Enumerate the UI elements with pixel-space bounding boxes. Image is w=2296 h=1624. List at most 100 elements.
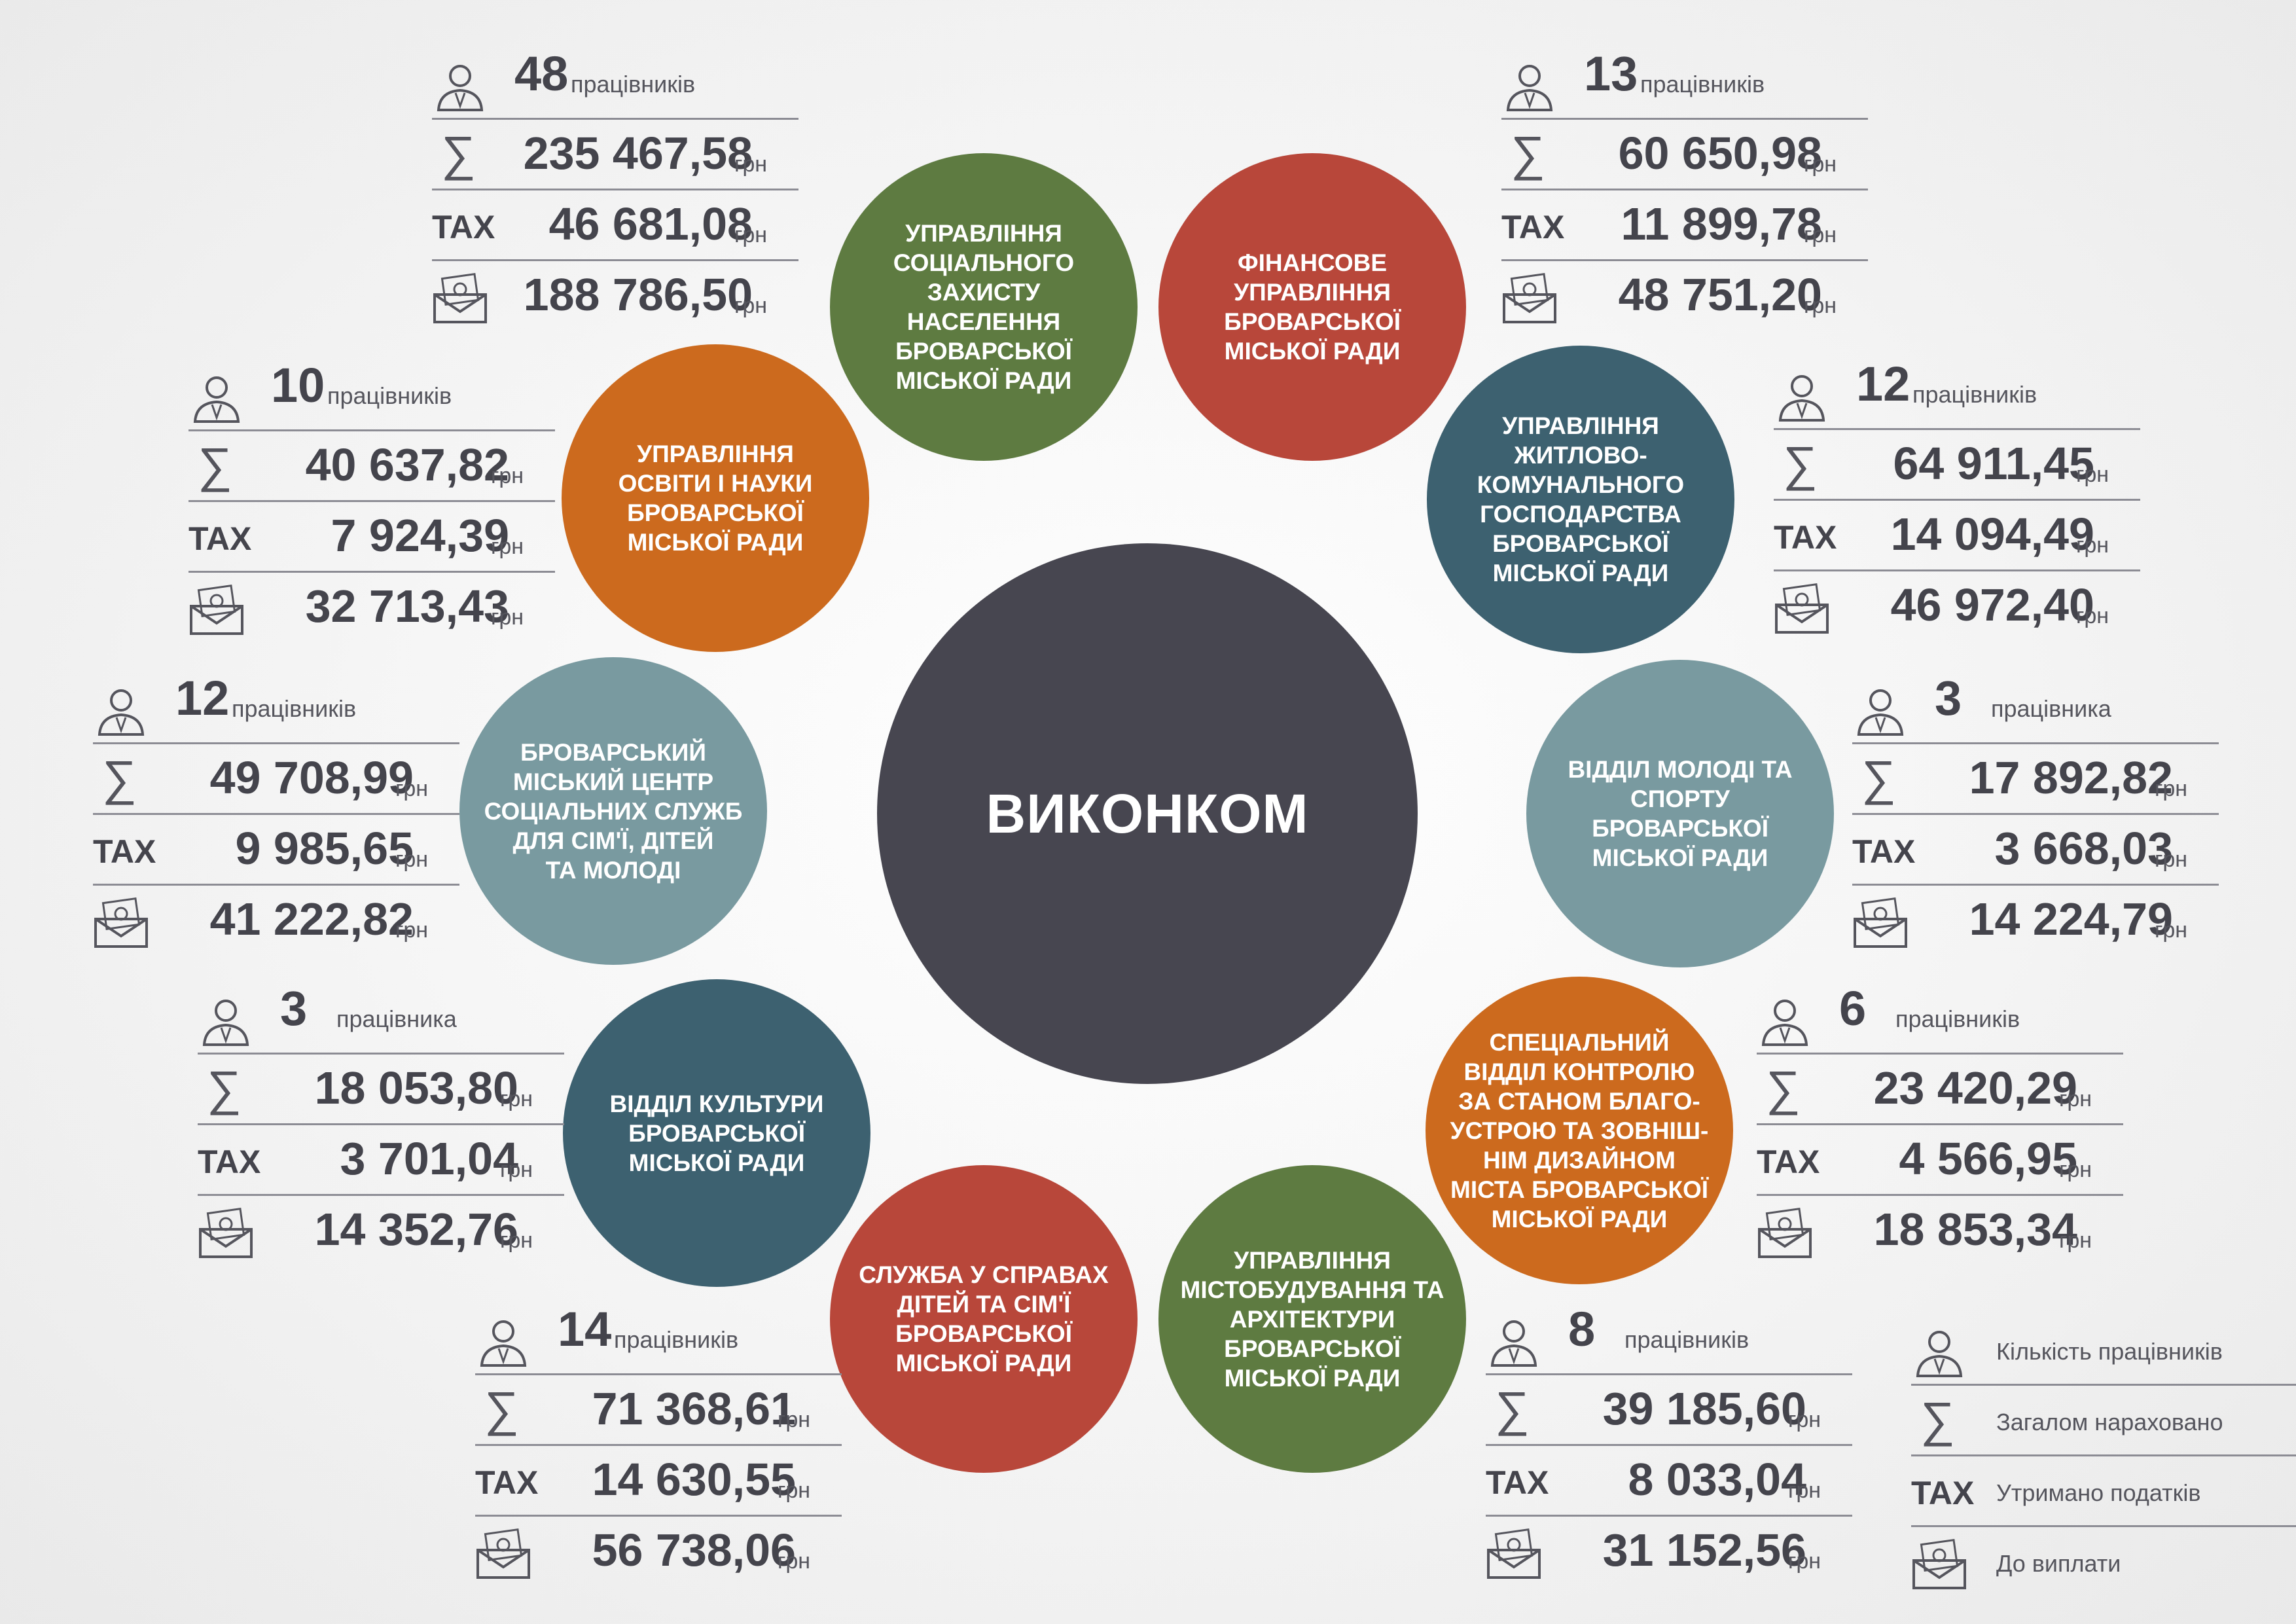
worker-count: 3 [280,981,308,1036]
tax-amount: 14 630,55 [592,1454,796,1505]
stat-row-tax: TAX 4 566,95 грн [1757,1123,2123,1196]
tax-amount: 8 033,04 [1628,1454,1806,1505]
person-icon [1852,685,1909,737]
payout-amount: 188 786,50 [523,269,753,320]
stat-row-payout: 41 222,82 грн [93,884,459,954]
envelope-money-icon [1757,1207,1813,1259]
payout-amount: 46 972,40 [1890,579,2094,630]
center-circle: ВИКОНКОМ [877,543,1418,1084]
person-icon [475,1316,531,1368]
stat-block-urban-planning: 8 працівників ∑ 39 185,60 грн TAX 8 033,04 грн 3… [1486,1302,1852,1579]
tax-amount: 3 668,03 [1994,823,2173,874]
stat-row-count: 13 працівників [1501,46,1868,120]
legend-payout-label: До виплати [1996,1550,2121,1577]
currency-unit: грн [2059,1228,2092,1253]
legend-tax-label: Утримано податків [1996,1479,2201,1506]
tax-amount: 9 985,65 [235,823,414,874]
dept-name: УПРАВЛІННЯ СОЦІАЛЬНОГО ЗАХИСТУ НАСЕЛЕННЯ… [893,220,1075,394]
dept-circle-urban-planning: УПРАВЛІННЯ МІСТОБУДУВАННЯ ТА АРХІТЕКТУРИ… [1158,1165,1466,1473]
currency-unit: грн [1804,223,1837,247]
stat-row-total: ∑ 23 420,29 грн [1757,1053,2123,1125]
stat-row-tax: TAX 9 985,65 грн [93,813,459,886]
stat-row-count: 6 працівників [1757,981,2123,1055]
envelope-money-icon [1852,897,1909,949]
stat-row-payout: 188 786,50 грн [432,259,798,330]
envelope-money-icon [1774,583,1830,635]
dept-circle-education: УПРАВЛІННЯ ОСВІТИ І НАУКИ БРОВАРСЬКОЇ МІ… [562,344,869,652]
tax-label: TAX [1911,1475,1975,1511]
total-amount: 235 467,58 [523,128,753,179]
currency-unit: грн [500,1087,533,1111]
total-amount: 71 368,61 [592,1383,796,1434]
payout-amount: 31 152,56 [1602,1525,1806,1576]
stat-row-payout: 14 352,76 грн [198,1194,564,1265]
person-icon [1774,370,1830,423]
payout-amount: 56 738,06 [592,1525,796,1576]
stat-row-total: ∑ 18 053,80 грн [198,1053,564,1125]
workers-label: працівників [1640,71,1765,98]
dept-circle-social-protection: УПРАВЛІННЯ СОЦІАЛЬНОГО ЗАХИСТУ НАСЕЛЕННЯ… [830,153,1138,461]
dept-circle-social-services: БРОВАРСЬКИЙ МІСЬКИЙ ЦЕНТР СОЦІАЛЬНИХ СЛУ… [459,657,767,965]
dept-circle-housing: УПРАВЛІННЯ ЖИТЛОВО- КОМУНАЛЬНОГО ГОСПОДА… [1427,346,1734,653]
worker-count: 13 [1584,46,1638,101]
tax-amount: 14 094,49 [1890,509,2094,560]
stat-row-total: ∑ 60 650,98 грн [1501,118,1868,190]
stat-block-youth-sport: 3 працівника ∑ 17 892,82 грн TAX 3 668,03 грн 14… [1852,671,2219,948]
stat-row-tax: TAX 7 924,39 грн [188,500,555,573]
currency-unit: грн [2076,533,2109,558]
sum-icon: ∑ [102,751,137,805]
person-icon [1757,995,1813,1047]
sum-icon: ∑ [1920,1392,1955,1447]
stat-block-social-services: 12 працівників ∑ 49 708,99 грн TAX 9 985,65 грн… [93,671,459,948]
stat-row-tax: TAX 46 681,08 грн [432,189,798,261]
sum-icon: ∑ [1495,1382,1530,1436]
currency-unit: грн [1788,1407,1821,1432]
dept-circle-culture: ВІДДІЛ КУЛЬТУРИ БРОВАРСЬКОЇ МІСЬКОЇ РАДИ [563,979,870,1287]
tax-label: TAX [432,209,495,245]
dept-name: СЛУЖБА У СПРАВАХ ДІТЕЙ ТА СІМ'Ї БРОВАРСЬ… [859,1261,1109,1377]
tax-label: TAX [1486,1464,1549,1501]
stat-row-tax: TAX 3 701,04 грн [198,1123,564,1196]
currency-unit: грн [491,605,524,630]
dept-name: УПРАВЛІННЯ ОСВІТИ І НАУКИ БРОВАРСЬКОЇ МІ… [618,441,813,556]
sum-icon: ∑ [1511,126,1545,181]
currency-unit: грн [500,1228,533,1253]
currency-unit: грн [491,534,524,559]
sum-icon: ∑ [198,438,232,492]
worker-count: 3 [1935,671,1962,725]
currency-unit: грн [2059,1087,2092,1111]
envelope-money-icon [432,272,488,325]
stat-block-culture: 3 працівника ∑ 18 053,80 грн TAX 3 701,04 грн 14… [198,981,564,1258]
stat-block-social-protection: 48 працівників ∑ 235 467,58 грн TAX 46 681,08 г… [432,46,798,323]
sum-icon: ∑ [207,1061,242,1115]
worker-count: 6 [1839,981,1867,1036]
tax-label: TAX [1757,1144,1820,1180]
workers-label: працівника [336,1005,457,1032]
dept-name: УПРАВЛІННЯ МІСТОБУДУВАННЯ ТА АРХІТЕКТУРИ… [1180,1246,1444,1392]
dept-name: ВІДДІЛ МОЛОДІ ТА СПОРТУ БРОВАРСЬКОЇ МІСЬ… [1568,756,1793,871]
stat-row-payout: 46 972,40 грн [1774,569,2140,640]
payout-amount: 14 224,79 [1969,893,2173,945]
stat-row-payout: 31 152,56 грн [1486,1515,1852,1585]
stat-row-payout: 14 224,79 грн [1852,884,2219,954]
person-icon [432,60,488,113]
currency-unit: грн [778,1407,811,1432]
stat-row-count: 3 працівника [198,981,564,1055]
stat-row-payout: 48 751,20 грн [1501,259,1868,330]
tax-amount: 3 701,04 [340,1133,518,1184]
person-icon [188,372,245,424]
total-amount: 49 708,99 [209,752,414,803]
currency-unit: грн [1804,152,1837,177]
tax-amount: 4 566,95 [1899,1133,2077,1184]
tax-label: TAX [1852,833,1916,870]
stat-row-count: 48 працівників [432,46,798,120]
currency-unit: грн [778,1478,811,1503]
stat-row-tax: TAX 14 094,49 грн [1774,499,2140,571]
stat-row-count: 12 працівників [1774,357,2140,430]
envelope-money-icon [198,1207,254,1259]
legend-row-total: ∑ Загалом нараховано [1911,1384,2296,1456]
currency-unit: грн [2155,776,2188,801]
stat-row-tax: TAX 11 899,78 грн [1501,189,1868,261]
stat-row-total: ∑ 40 637,82 грн [188,429,555,502]
currency-unit: грн [1788,1478,1821,1503]
